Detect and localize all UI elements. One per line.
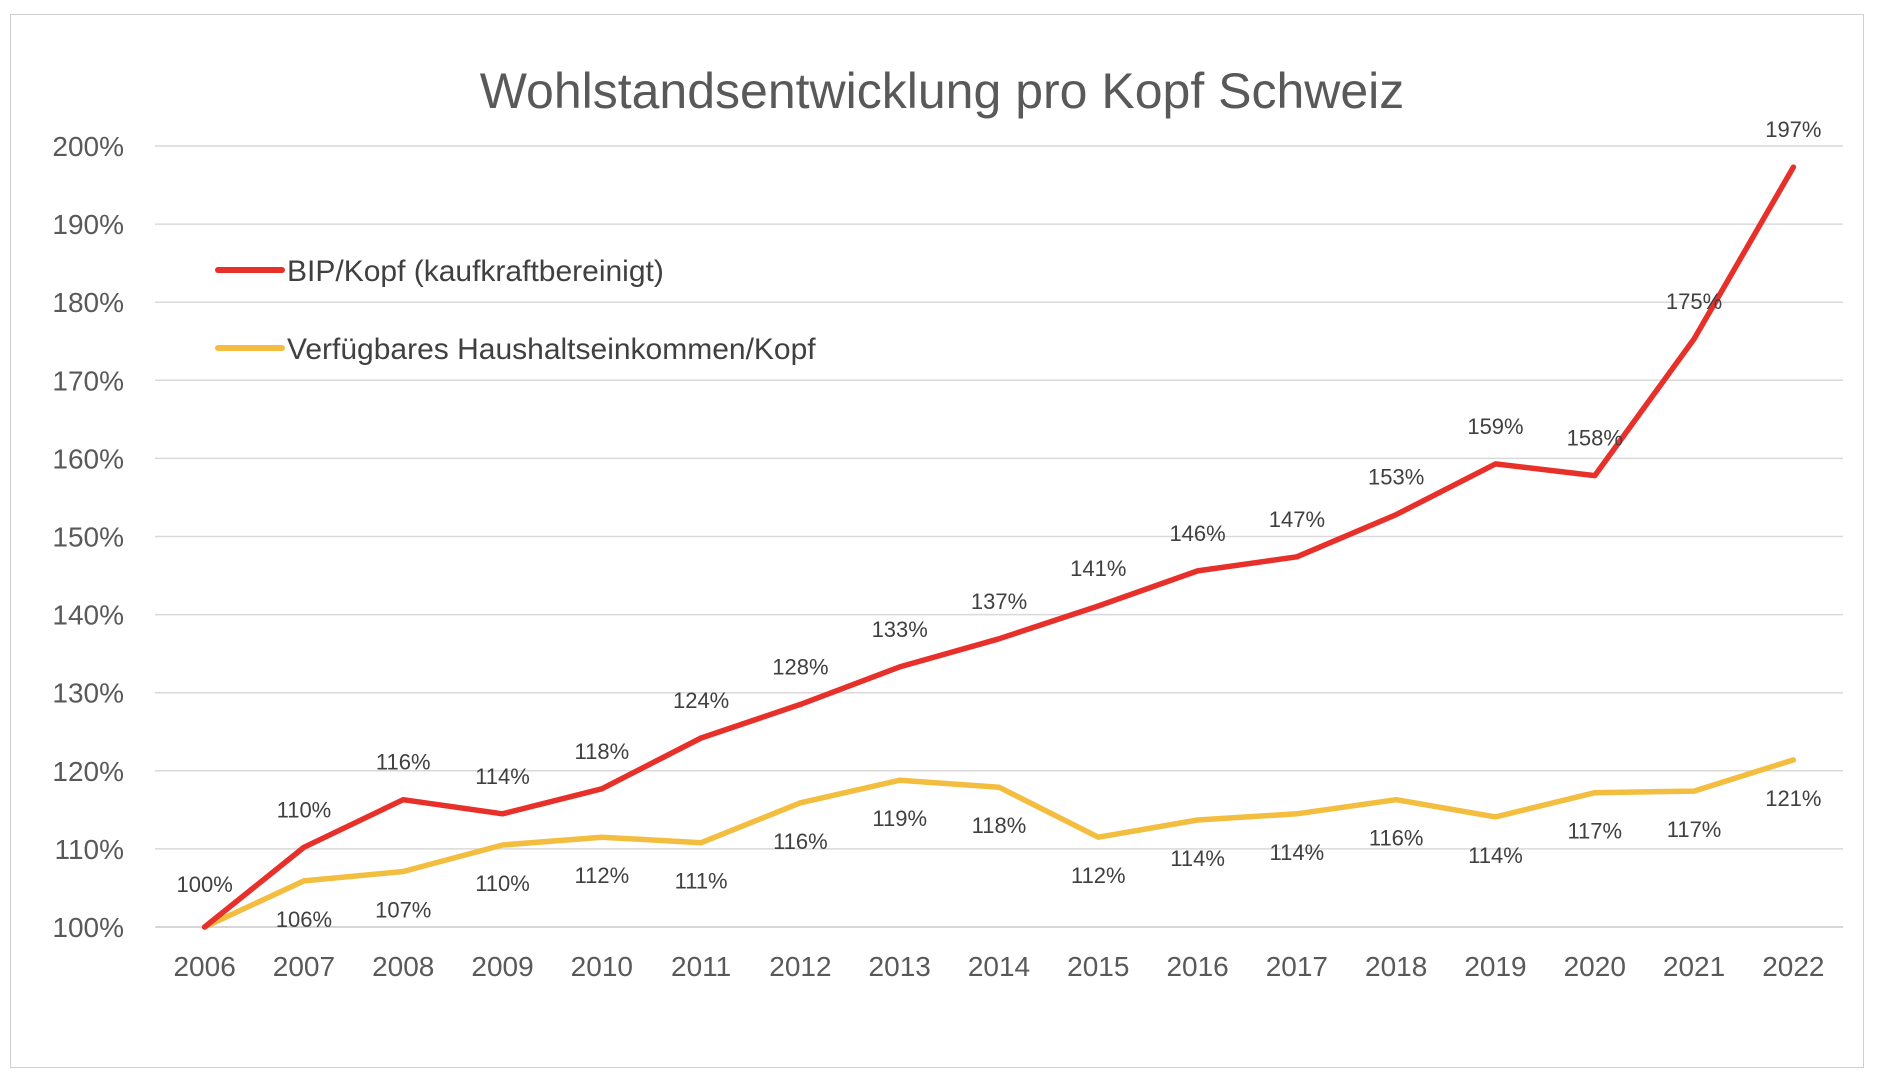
x-tick-label: 2022 bbox=[1762, 951, 1824, 982]
x-tick-label: 2010 bbox=[571, 951, 633, 982]
x-tick-label: 2015 bbox=[1067, 951, 1129, 982]
data-label-bip: 147% bbox=[1269, 507, 1325, 532]
data-label-einkommen: 116% bbox=[1369, 826, 1424, 851]
x-tick-label: 2008 bbox=[372, 951, 434, 982]
data-label-einkommen: 121% bbox=[1765, 786, 1821, 811]
data-label-einkommen: 114% bbox=[1270, 840, 1325, 865]
data-label-bip: 158% bbox=[1567, 426, 1623, 451]
legend-label: Verfügbares Haushaltseinkommen/Kopf bbox=[287, 333, 816, 366]
series-line bbox=[201, 757, 1797, 930]
data-label-bip: 159% bbox=[1467, 414, 1523, 439]
x-tick-label: 2016 bbox=[1166, 951, 1228, 982]
legend: BIP/Kopf (kaufkraftbereinigt) Verfügbares… bbox=[215, 255, 816, 366]
x-tick-label: 2018 bbox=[1365, 951, 1427, 982]
data-label-einkommen: 111% bbox=[675, 869, 728, 894]
chart-title: Wohlstandsentwicklung pro Kopf Schweiz bbox=[480, 63, 1405, 119]
data-label-bip: 114% bbox=[475, 764, 530, 789]
data-label-einkommen: 112% bbox=[575, 863, 630, 888]
data-label-einkommen: 114% bbox=[1468, 843, 1523, 868]
data-label-bip: 100% bbox=[177, 872, 233, 897]
legend-label: BIP/Kopf (kaufkraftbereinigt) bbox=[287, 255, 664, 288]
data-label-bip: 133% bbox=[872, 617, 928, 642]
y-tick-label: 110% bbox=[54, 834, 124, 865]
data-label-einkommen: 112% bbox=[1071, 863, 1126, 888]
data-label-bip: 110% bbox=[277, 797, 332, 822]
x-tick-label: 2020 bbox=[1564, 951, 1626, 982]
chart-frame bbox=[10, 14, 1864, 1068]
data-label-einkommen: 117% bbox=[1567, 819, 1622, 844]
data-label-bip: 128% bbox=[772, 654, 828, 679]
gridlines bbox=[155, 145, 1843, 928]
x-tick-label: 2009 bbox=[471, 951, 533, 982]
x-tick-label: 2019 bbox=[1464, 951, 1526, 982]
series-line bbox=[201, 164, 1797, 930]
x-tick-label: 2006 bbox=[173, 951, 235, 982]
y-axis-ticks: 100% 110% 120% 130% 140% 150% 160% 170% 180% 190%… bbox=[52, 131, 124, 943]
data-labels: 100% 110% 116% 114% 118% 124% 128% 133% 137% 141%… bbox=[177, 117, 1822, 932]
data-label-bip: 141% bbox=[1070, 556, 1126, 581]
x-tick-label: 2021 bbox=[1663, 951, 1725, 982]
data-label-bip: 146% bbox=[1169, 521, 1225, 546]
y-tick-label: 130% bbox=[52, 678, 124, 709]
y-tick-label: 100% bbox=[52, 912, 124, 943]
data-label-einkommen: 110% bbox=[475, 871, 530, 896]
x-tick-label: 2017 bbox=[1266, 951, 1328, 982]
data-label-bip: 116% bbox=[376, 750, 431, 775]
data-label-bip: 153% bbox=[1368, 465, 1424, 490]
data-label-einkommen: 116% bbox=[773, 829, 828, 854]
data-label-einkommen: 114% bbox=[1170, 846, 1225, 871]
data-label-einkommen: 106% bbox=[276, 907, 332, 932]
x-axis-ticks: 2006 2007 2008 2009 2010 2011 2012 2013 2014 2015… bbox=[173, 951, 1824, 982]
x-tick-label: 2012 bbox=[769, 951, 831, 982]
y-tick-label: 120% bbox=[52, 756, 124, 787]
data-label-bip: 118% bbox=[575, 739, 630, 764]
x-tick-label: 2011 bbox=[671, 951, 731, 982]
y-tick-label: 140% bbox=[52, 600, 124, 631]
x-tick-label: 2014 bbox=[968, 951, 1030, 982]
data-label-einkommen: 119% bbox=[872, 806, 927, 831]
data-label-einkommen: 118% bbox=[972, 813, 1027, 838]
data-label-bip: 137% bbox=[971, 589, 1027, 614]
data-label-einkommen: 117% bbox=[1667, 817, 1722, 842]
y-tick-label: 170% bbox=[52, 365, 124, 396]
data-label-bip: 175% bbox=[1666, 289, 1722, 314]
data-label-einkommen: 107% bbox=[375, 898, 431, 923]
y-tick-label: 200% bbox=[52, 131, 124, 162]
x-tick-label: 2007 bbox=[273, 951, 335, 982]
series-lines bbox=[201, 164, 1797, 930]
y-tick-label: 160% bbox=[52, 443, 124, 474]
data-label-bip: 197% bbox=[1765, 117, 1821, 142]
data-label-bip: 124% bbox=[673, 688, 729, 713]
y-tick-label: 180% bbox=[52, 287, 124, 318]
y-tick-label: 190% bbox=[52, 209, 124, 240]
y-tick-label: 150% bbox=[52, 522, 124, 553]
x-tick-label: 2013 bbox=[869, 951, 931, 982]
